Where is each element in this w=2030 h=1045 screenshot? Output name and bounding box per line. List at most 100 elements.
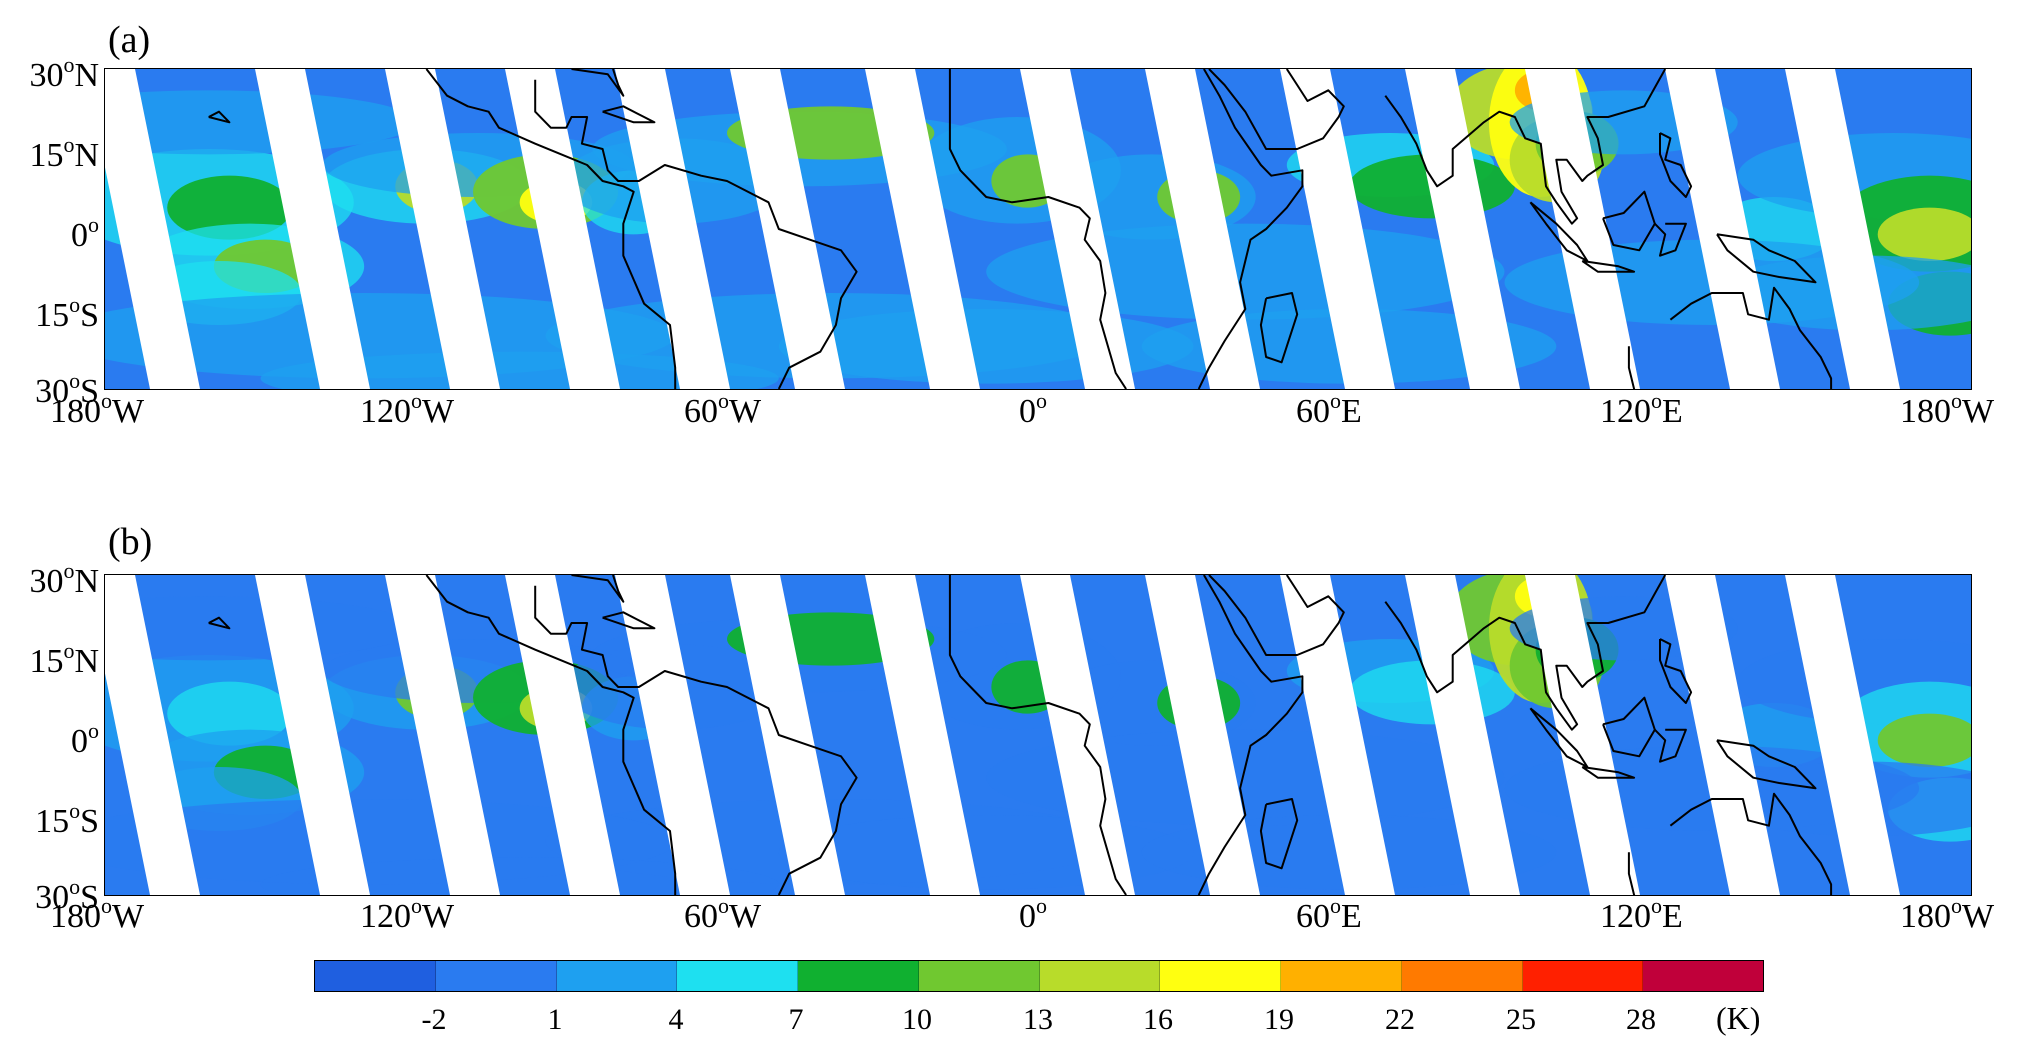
colorbar-tick-label: 4 bbox=[668, 1003, 684, 1036]
coastline bbox=[425, 575, 677, 895]
orbit-gap bbox=[1280, 575, 1395, 895]
colorbar-segment bbox=[798, 961, 919, 991]
coastline bbox=[1208, 69, 1345, 150]
coastline bbox=[602, 611, 656, 630]
colorbar-tick-label: 22 bbox=[1385, 1003, 1415, 1036]
x-tick-label: 60oE bbox=[1296, 388, 1362, 430]
orbit-gap bbox=[1145, 69, 1260, 389]
x-tick-label: 0o bbox=[1019, 388, 1047, 430]
cloud-signal-patch bbox=[260, 857, 779, 895]
coastline bbox=[1716, 739, 1817, 790]
colorbar-tick-label: 13 bbox=[1023, 1003, 1053, 1036]
colorbar bbox=[314, 960, 1764, 992]
colorbar-segment bbox=[556, 961, 678, 991]
coastline bbox=[1259, 798, 1299, 870]
orbit-gap bbox=[615, 575, 730, 895]
colorbar-tick-label: 19 bbox=[1264, 1003, 1294, 1036]
x-tick-label: 120oW bbox=[360, 388, 455, 430]
orbit-gap bbox=[1785, 575, 1900, 895]
colorbar-segment bbox=[1643, 961, 1763, 991]
coastline bbox=[1669, 286, 1833, 389]
x-tick-label: 60oW bbox=[684, 388, 762, 430]
colorbar-tick-label: 7 bbox=[788, 1003, 804, 1036]
y-tick-label: 15oS bbox=[35, 292, 99, 334]
y-tick-label: 30oS bbox=[35, 874, 99, 916]
coastline bbox=[602, 105, 656, 124]
orbit-gap bbox=[1020, 69, 1135, 389]
y-tick-label: 15oS bbox=[35, 798, 99, 840]
y-tick-label: 0o bbox=[71, 212, 99, 254]
colorbar-tick-label: 1 bbox=[547, 1003, 563, 1036]
coastline bbox=[208, 110, 231, 124]
colorbar-segment bbox=[315, 961, 436, 991]
coastline bbox=[1197, 69, 1304, 389]
coastline bbox=[208, 616, 231, 630]
x-tick-label: 120oE bbox=[1600, 893, 1683, 935]
y-tick-label: 15oN bbox=[29, 132, 99, 174]
cloud-signal-patch bbox=[167, 175, 292, 240]
coastline bbox=[425, 69, 677, 389]
coastline bbox=[1384, 69, 1667, 225]
orbit-gap bbox=[1785, 69, 1900, 389]
coastline bbox=[1654, 222, 1687, 257]
orbit-gap bbox=[730, 575, 845, 895]
x-tick-label: 60oE bbox=[1296, 893, 1362, 935]
colorbar-segment bbox=[435, 961, 557, 991]
cloud-signal-patch bbox=[167, 681, 292, 746]
colorbar-segment bbox=[1401, 961, 1523, 991]
orbit-gap bbox=[105, 575, 200, 895]
cloud-signal-patch bbox=[105, 596, 416, 661]
coastline bbox=[948, 575, 1127, 895]
colorbar-tick-label: 25 bbox=[1506, 1003, 1536, 1036]
x-tick-label: 180oW bbox=[1900, 893, 1995, 935]
x-tick-label: 180oW bbox=[50, 388, 145, 430]
y-tick-label: 30oN bbox=[29, 52, 99, 94]
orbit-gap bbox=[1525, 69, 1640, 389]
orbit-gap bbox=[1405, 575, 1520, 895]
colorbar-tick-label: 28 bbox=[1626, 1003, 1656, 1036]
cloud-signal-patch bbox=[105, 90, 416, 155]
orbit-gap bbox=[385, 575, 500, 895]
cloud-signal-patch bbox=[1877, 207, 1971, 261]
coastline bbox=[534, 79, 858, 389]
orbit-gap bbox=[615, 69, 730, 389]
coastline bbox=[1669, 792, 1833, 895]
orbit-gap bbox=[865, 69, 980, 389]
map-panel-b bbox=[104, 574, 1972, 896]
orbit-gap bbox=[105, 69, 200, 389]
orbit-gap bbox=[255, 69, 370, 389]
coastline bbox=[1197, 575, 1304, 895]
x-tick-label: 120oW bbox=[360, 893, 455, 935]
y-tick-label: 0o bbox=[71, 718, 99, 760]
x-tick-label: 60oW bbox=[684, 893, 762, 935]
orbit-gap bbox=[1405, 69, 1520, 389]
colorbar-segment bbox=[677, 961, 798, 991]
coastline bbox=[1581, 766, 1636, 779]
y-tick-label: 30oS bbox=[35, 368, 99, 410]
panel-label-b: (b) bbox=[108, 521, 153, 563]
coastline bbox=[1259, 292, 1299, 364]
coastline bbox=[534, 585, 858, 895]
orbit-gap bbox=[1280, 69, 1395, 389]
coastline bbox=[571, 575, 625, 603]
map-svg-a bbox=[105, 69, 1971, 389]
map-panel-a bbox=[104, 68, 1972, 390]
orbit-gap bbox=[255, 575, 370, 895]
coastline bbox=[1627, 346, 1636, 389]
orbit-gap bbox=[1020, 575, 1135, 895]
coastline bbox=[571, 69, 625, 97]
y-tick-label: 30oN bbox=[29, 558, 99, 600]
y-tick-label: 15oN bbox=[29, 638, 99, 680]
orbit-gap bbox=[730, 69, 845, 389]
coastline bbox=[1659, 638, 1693, 704]
coastline bbox=[1654, 728, 1687, 763]
coastline bbox=[1627, 852, 1636, 895]
x-tick-label: 0o bbox=[1019, 893, 1047, 935]
coastline bbox=[1208, 575, 1345, 656]
map-svg-b bbox=[105, 575, 1971, 895]
orbit-gap bbox=[1665, 69, 1780, 389]
x-tick-label: 180oW bbox=[1900, 388, 1995, 430]
x-tick-label: 180oW bbox=[50, 893, 145, 935]
colorbar-unit: (K) bbox=[1716, 1000, 1761, 1036]
orbit-gap bbox=[505, 575, 620, 895]
